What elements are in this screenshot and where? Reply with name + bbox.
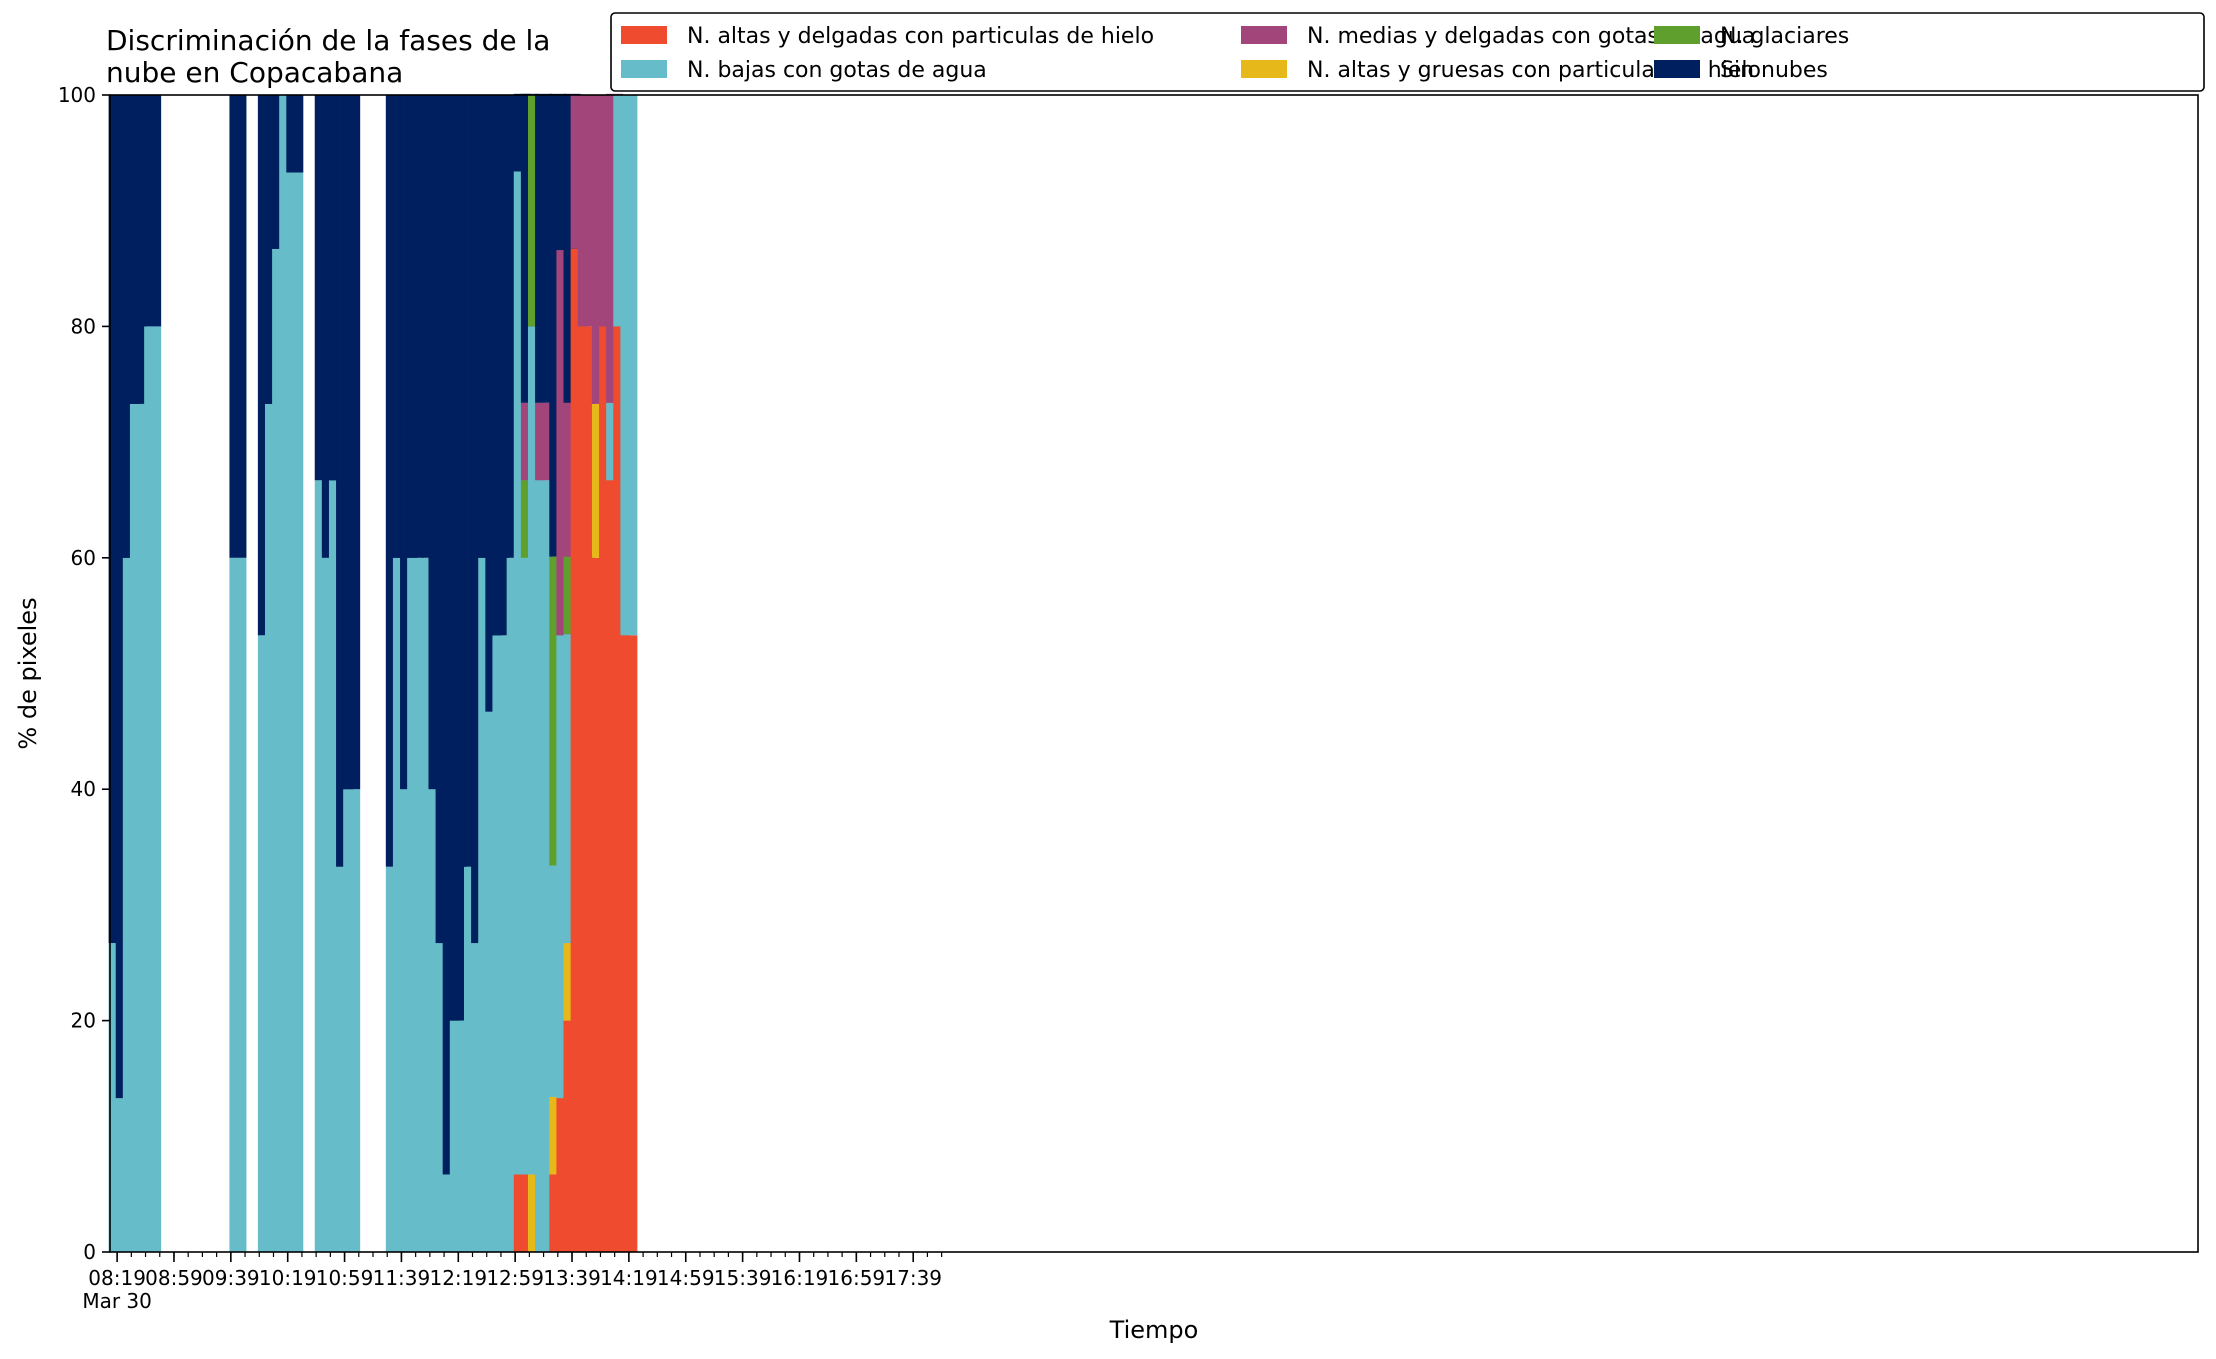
bar-segment-water_mid bbox=[577, 95, 595, 327]
bar-segment-water_low bbox=[229, 557, 247, 1252]
x-tick-label: 12:19 bbox=[429, 1266, 487, 1290]
bar-segment-ice_thin bbox=[577, 326, 595, 1252]
bars-layer bbox=[108, 93, 638, 1253]
bar-segment-clear bbox=[343, 95, 361, 790]
bar-segment-clear bbox=[229, 95, 247, 558]
bar-segment-clear bbox=[449, 95, 467, 1021]
bar-segment-water_low bbox=[407, 557, 425, 1252]
x-tick-label: 12:59 bbox=[486, 1266, 544, 1290]
x-tick-label: 09:39 bbox=[202, 1266, 260, 1290]
bar-segment-water_low bbox=[286, 172, 304, 1252]
bar-segment-clear bbox=[144, 95, 162, 327]
legend-label: Sin nubes bbox=[1720, 58, 1828, 83]
x-tick-sublabel: Mar 30 bbox=[82, 1289, 152, 1313]
bar-segment-water_low bbox=[144, 326, 162, 1252]
legend: N. altas y delgadas con particulas de hi… bbox=[610, 12, 2205, 92]
legend-swatch bbox=[1241, 26, 1287, 44]
x-tick-label: 08:19 bbox=[88, 1266, 146, 1290]
x-tick-label: 11:39 bbox=[373, 1266, 431, 1290]
bar-segment-water_low bbox=[620, 95, 638, 636]
bar-segment-water_low bbox=[449, 1020, 467, 1252]
x-tick-label: 08:59 bbox=[145, 1266, 203, 1290]
legend-swatch bbox=[1241, 60, 1287, 78]
x-tick-label: 10:59 bbox=[316, 1266, 374, 1290]
x-tick-label: 13:39 bbox=[543, 1266, 601, 1290]
bar-segment-clear bbox=[407, 95, 425, 558]
x-axis-label: Tiempo bbox=[1109, 1316, 1199, 1344]
chart-title-line: Discriminación de la fases de la bbox=[106, 24, 550, 57]
x-tick-label: 15:39 bbox=[714, 1266, 772, 1290]
x-tick-label: 16:19 bbox=[771, 1266, 829, 1290]
x-tick-label: 16:59 bbox=[828, 1266, 886, 1290]
legend-label: N. altas y delgadas con particulas de hi… bbox=[687, 24, 1154, 49]
legend-box bbox=[610, 12, 2205, 92]
bar-segment-water_mid bbox=[535, 402, 553, 481]
legend-swatch bbox=[621, 60, 667, 78]
bar-segment-water_low bbox=[343, 789, 361, 1252]
y-tick-label: 20 bbox=[71, 1009, 96, 1033]
bar-segment-water_low bbox=[129, 403, 147, 1252]
y-axis: 0 20 40 60 80 100 bbox=[58, 83, 110, 1264]
x-tick-label: 14:19 bbox=[600, 1266, 658, 1290]
bar-segment-water_low bbox=[535, 480, 553, 1252]
x-tick-label: 17:39 bbox=[884, 1266, 942, 1290]
legend-swatch bbox=[1654, 26, 1700, 44]
plot-frame bbox=[109, 94, 2199, 1253]
x-tick-label: 10:19 bbox=[259, 1266, 317, 1290]
y-tick-label: 80 bbox=[71, 314, 96, 338]
bar-segment-clear bbox=[535, 93, 553, 403]
bar-segment-clear bbox=[129, 95, 147, 404]
x-tick-label: 14:59 bbox=[657, 1266, 715, 1290]
bar-segment-clear bbox=[492, 95, 510, 636]
legend-label: N. glaciares bbox=[1720, 24, 1849, 49]
y-tick-label: 0 bbox=[83, 1240, 96, 1264]
y-axis-label: % de pixeles bbox=[14, 597, 42, 749]
y-tick-label: 100 bbox=[58, 83, 96, 107]
bar-segment-clear bbox=[286, 95, 304, 173]
y-tick-label: 60 bbox=[71, 546, 96, 570]
legend-swatch bbox=[621, 26, 667, 44]
chart-title-line: nube en Copacabana bbox=[106, 56, 403, 89]
bar-segment-water_low bbox=[492, 635, 510, 1252]
y-tick-label: 40 bbox=[71, 777, 96, 801]
legend-swatch bbox=[1654, 60, 1700, 78]
legend-label: N. bajas con gotas de agua bbox=[687, 58, 987, 83]
bar-segment-ice_thin bbox=[620, 635, 638, 1252]
